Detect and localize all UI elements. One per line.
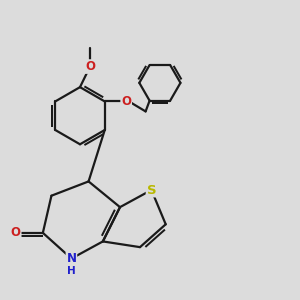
Text: H: H [67, 266, 76, 276]
Text: N: N [66, 252, 76, 265]
Text: O: O [11, 226, 21, 239]
Text: O: O [121, 95, 131, 108]
Text: O: O [85, 60, 95, 73]
Text: S: S [147, 184, 156, 196]
